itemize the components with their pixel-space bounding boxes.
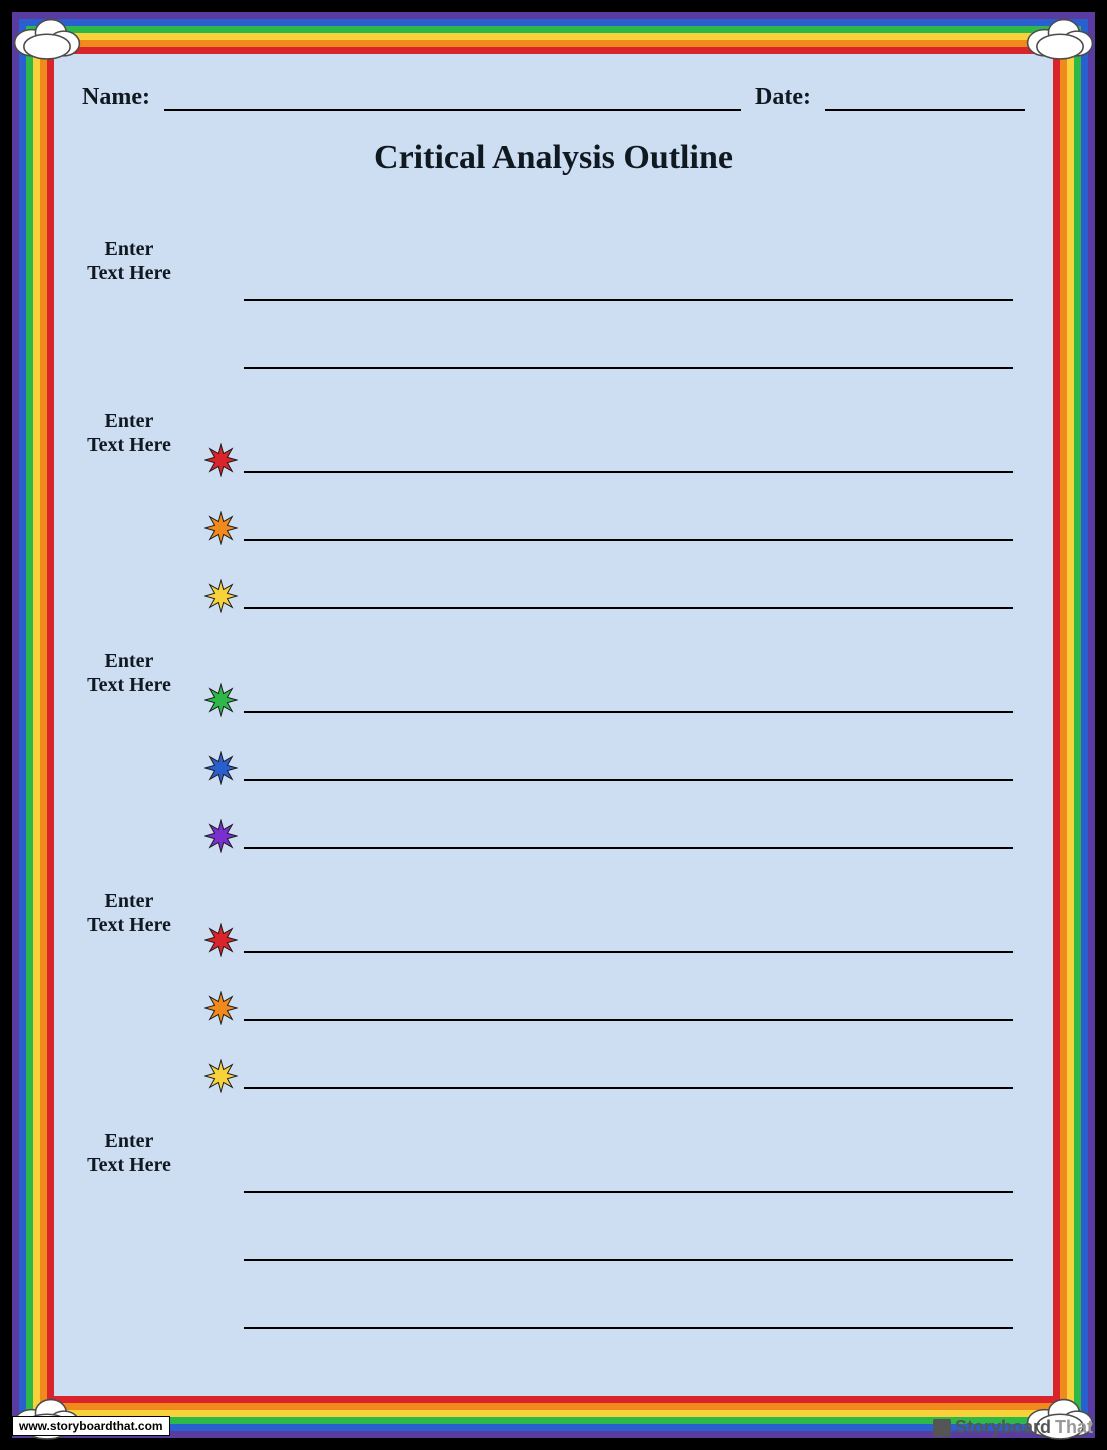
write-line[interactable] (244, 1259, 1013, 1261)
write-line[interactable] (244, 711, 1013, 713)
write-line[interactable] (244, 607, 1013, 609)
section-lines (204, 1125, 1013, 1329)
entry-line[interactable] (204, 301, 1013, 369)
page-frame: Name: Date: Critical Analysis Outline En… (12, 12, 1095, 1438)
brand-text-b: That (1055, 1417, 1093, 1438)
write-line[interactable] (244, 299, 1013, 301)
star-bullet-icon (204, 819, 238, 853)
content-area: Name: Date: Critical Analysis Outline En… (54, 54, 1053, 1396)
section-lines (204, 645, 1013, 849)
date-label: Date: (755, 84, 811, 111)
write-line[interactable] (244, 847, 1013, 849)
star-bullet-icon (204, 751, 238, 785)
section-label[interactable]: EnterText Here (54, 645, 204, 849)
star-bullet-icon (204, 923, 238, 957)
section-lines (204, 885, 1013, 1089)
star-bullet-icon (204, 579, 238, 613)
write-line[interactable] (244, 471, 1013, 473)
star-bullet-icon (204, 443, 238, 477)
entry-line[interactable] (204, 885, 1013, 953)
cloud-icon (8, 8, 86, 62)
outline-section: EnterText Here (54, 233, 1013, 369)
name-label: Name: (82, 84, 150, 111)
footer-url: www.storyboardthat.com (12, 1416, 170, 1436)
entry-line[interactable] (204, 1125, 1013, 1193)
write-line[interactable] (244, 1087, 1013, 1089)
outline-section: EnterText Here (54, 405, 1013, 609)
outline-section: EnterText Here (54, 885, 1013, 1089)
entry-line[interactable] (204, 953, 1013, 1021)
outline-section: EnterText Here (54, 645, 1013, 849)
outline-section: EnterText Here (54, 1125, 1013, 1329)
section-label[interactable]: EnterText Here (54, 885, 204, 1089)
date-input-line[interactable] (825, 85, 1025, 111)
section-label[interactable]: EnterText Here (54, 405, 204, 609)
entry-line[interactable] (204, 645, 1013, 713)
write-line[interactable] (244, 1191, 1013, 1193)
star-bullet-icon (204, 511, 238, 545)
entry-line[interactable] (204, 1193, 1013, 1261)
entry-line[interactable] (204, 781, 1013, 849)
write-line[interactable] (244, 1019, 1013, 1021)
section-label[interactable]: EnterText Here (54, 233, 204, 369)
name-input-line[interactable] (164, 85, 741, 111)
footer-brand: StoryboardThat (933, 1417, 1093, 1438)
brand-text-a: Storyboard (955, 1417, 1051, 1438)
header-row: Name: Date: (54, 54, 1053, 111)
write-line[interactable] (244, 779, 1013, 781)
section-label[interactable]: EnterText Here (54, 1125, 204, 1329)
entry-line[interactable] (204, 1261, 1013, 1329)
write-line[interactable] (244, 1327, 1013, 1329)
entry-line[interactable] (204, 405, 1013, 473)
section-lines (204, 233, 1013, 369)
entry-line[interactable] (204, 1021, 1013, 1089)
write-line[interactable] (244, 367, 1013, 369)
entry-line[interactable] (204, 473, 1013, 541)
star-bullet-icon (204, 683, 238, 717)
cloud-icon (1021, 8, 1099, 62)
write-line[interactable] (244, 951, 1013, 953)
sections-container: EnterText Here EnterText Here EnterText He… (54, 177, 1053, 1329)
star-bullet-icon (204, 1059, 238, 1093)
page-title: Critical Analysis Outline (54, 139, 1053, 177)
entry-line[interactable] (204, 233, 1013, 301)
brand-logo-icon (933, 1419, 951, 1437)
star-bullet-icon (204, 991, 238, 1025)
entry-line[interactable] (204, 541, 1013, 609)
write-line[interactable] (244, 539, 1013, 541)
entry-line[interactable] (204, 713, 1013, 781)
section-lines (204, 405, 1013, 609)
